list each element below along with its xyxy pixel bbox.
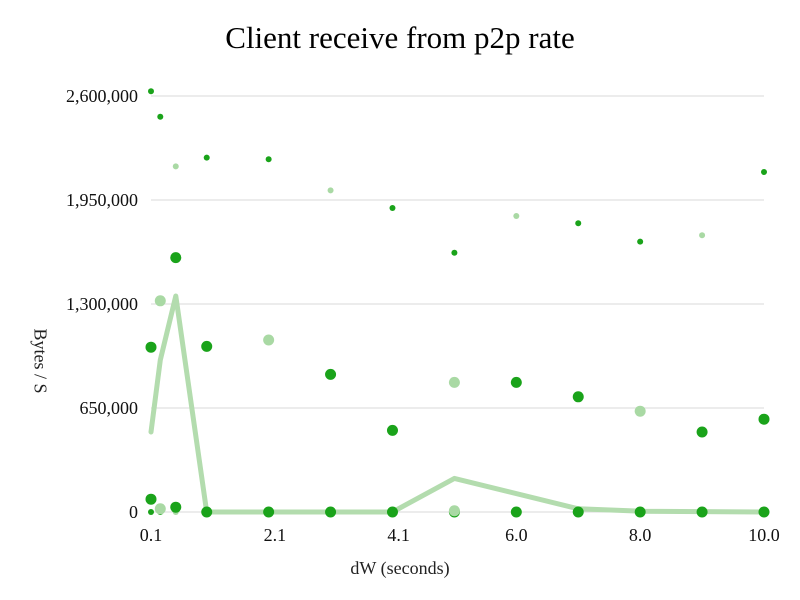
y-tick-label: 0 bbox=[129, 502, 138, 522]
data-point bbox=[448, 505, 460, 517]
data-point bbox=[510, 376, 522, 388]
data-point bbox=[170, 501, 182, 513]
data-point bbox=[699, 232, 706, 239]
x-tick-label: 4.1 bbox=[387, 525, 410, 545]
data-point bbox=[389, 205, 396, 211]
y-tick-label: 1,300,000 bbox=[66, 294, 138, 314]
data-point bbox=[696, 426, 708, 438]
data-point bbox=[172, 163, 179, 170]
data-point bbox=[157, 113, 164, 120]
y-tick-label: 2,600,000 bbox=[66, 86, 138, 106]
data-point bbox=[154, 295, 166, 307]
x-tick-label: 6.0 bbox=[505, 525, 528, 545]
chart-title: Client receive from p2p rate bbox=[225, 20, 575, 55]
data-point bbox=[145, 493, 157, 505]
data-point bbox=[758, 413, 770, 425]
data-point bbox=[758, 506, 770, 518]
data-point bbox=[634, 405, 646, 417]
data-point bbox=[386, 506, 398, 518]
data-point bbox=[263, 506, 275, 518]
y-tick-label: 1,950,000 bbox=[66, 190, 138, 210]
data-point bbox=[575, 220, 582, 227]
data-point bbox=[513, 213, 520, 219]
series-line bbox=[148, 293, 767, 515]
data-point bbox=[510, 506, 522, 518]
data-point bbox=[148, 509, 154, 515]
x-axis-label: dW (seconds) bbox=[350, 558, 450, 578]
data-point bbox=[761, 169, 767, 175]
data-point bbox=[637, 238, 644, 245]
data-point bbox=[572, 506, 584, 518]
x-tick-label: 2.1 bbox=[264, 525, 287, 545]
data-point bbox=[325, 368, 337, 380]
data-point bbox=[327, 187, 334, 194]
data-point bbox=[572, 391, 584, 403]
x-tick-label: 8.0 bbox=[629, 525, 652, 545]
data-point bbox=[634, 506, 646, 518]
y-tick-label: 650,000 bbox=[80, 398, 139, 418]
data-point bbox=[325, 506, 337, 518]
data-point bbox=[451, 249, 458, 256]
data-point bbox=[154, 503, 166, 515]
data-point bbox=[201, 506, 213, 518]
data-point bbox=[201, 340, 213, 352]
data-point bbox=[386, 424, 398, 436]
data-point bbox=[170, 252, 182, 264]
data-point bbox=[263, 334, 275, 346]
data-point bbox=[145, 341, 157, 353]
x-tick-label: 0.1 bbox=[140, 525, 163, 545]
data-point bbox=[203, 154, 210, 161]
y-axis-label: Bytes / S bbox=[30, 328, 51, 394]
data-point bbox=[696, 506, 708, 518]
data-point bbox=[148, 88, 154, 95]
data-point bbox=[265, 156, 272, 163]
data-point bbox=[448, 376, 460, 388]
x-tick-label: 10.0 bbox=[748, 525, 780, 545]
